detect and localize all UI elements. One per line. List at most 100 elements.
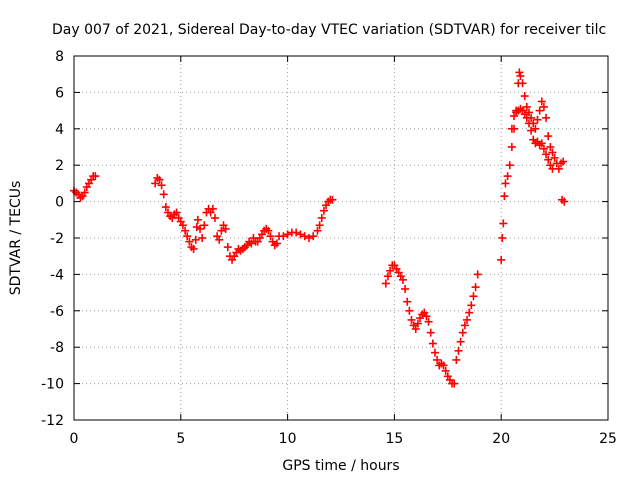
x-tick-label: 5 bbox=[176, 431, 185, 447]
data-point bbox=[383, 272, 392, 281]
y-tick-label: 6 bbox=[55, 85, 64, 101]
data-points-layer bbox=[70, 68, 569, 388]
data-point bbox=[548, 164, 557, 173]
data-point bbox=[456, 337, 465, 346]
data-point bbox=[497, 255, 506, 264]
data-point bbox=[292, 228, 301, 237]
x-tick-label: 10 bbox=[279, 431, 297, 447]
data-point bbox=[210, 213, 219, 222]
data-point bbox=[515, 68, 524, 77]
data-point bbox=[304, 234, 313, 242]
data-point bbox=[428, 339, 437, 348]
data-point bbox=[91, 172, 100, 181]
data-point bbox=[413, 319, 422, 328]
data-point bbox=[441, 366, 450, 375]
data-point bbox=[550, 153, 559, 162]
data-point bbox=[279, 232, 288, 241]
y-tick-label: -6 bbox=[50, 304, 64, 320]
data-point bbox=[196, 224, 205, 233]
data-point bbox=[317, 213, 326, 222]
data-point bbox=[189, 244, 198, 253]
data-point bbox=[193, 215, 202, 224]
data-point bbox=[548, 148, 557, 157]
data-point bbox=[272, 239, 281, 248]
x-tick-label: 0 bbox=[70, 431, 79, 447]
data-point bbox=[500, 192, 509, 201]
data-point bbox=[546, 143, 555, 151]
data-point bbox=[185, 237, 194, 246]
y-tick-label: 0 bbox=[55, 195, 64, 211]
y-axis-label: SDTVAR / TECUs bbox=[8, 181, 24, 296]
data-point bbox=[535, 106, 544, 115]
data-point bbox=[507, 143, 516, 151]
data-point bbox=[522, 113, 531, 122]
data-point bbox=[531, 124, 540, 133]
data-point bbox=[518, 79, 527, 88]
data-point bbox=[520, 92, 529, 101]
data-point bbox=[309, 232, 318, 241]
data-point bbox=[319, 206, 328, 215]
data-point bbox=[407, 315, 416, 324]
data-point bbox=[537, 139, 546, 148]
data-point bbox=[198, 234, 207, 242]
y-tick-label: -8 bbox=[50, 340, 64, 356]
axis-ticks-layer: 0 5 10 15 20 25 -12 -10 -8 -6 -4 -2 0 2 4 6 8 bbox=[41, 49, 617, 447]
data-point bbox=[463, 315, 472, 324]
data-point bbox=[191, 235, 200, 244]
data-point bbox=[454, 346, 463, 355]
data-point bbox=[539, 102, 548, 111]
data-point bbox=[430, 348, 439, 357]
data-point bbox=[527, 126, 536, 135]
data-point bbox=[507, 124, 516, 133]
y-tick-label: -10 bbox=[41, 377, 64, 393]
data-point bbox=[178, 221, 187, 230]
data-point bbox=[223, 243, 232, 252]
data-point bbox=[411, 325, 420, 333]
data-point bbox=[450, 379, 459, 388]
data-point bbox=[426, 328, 435, 337]
data-point bbox=[200, 221, 209, 230]
data-point bbox=[266, 232, 275, 241]
data-point bbox=[537, 97, 546, 106]
data-point bbox=[155, 175, 164, 184]
data-point bbox=[221, 224, 230, 233]
data-point bbox=[499, 219, 508, 228]
data-point bbox=[386, 266, 395, 275]
data-point bbox=[161, 203, 170, 212]
data-point bbox=[283, 230, 292, 239]
data-point bbox=[80, 188, 89, 197]
data-point bbox=[505, 161, 514, 170]
data-point bbox=[471, 283, 480, 292]
data-point bbox=[422, 312, 431, 321]
data-point bbox=[208, 204, 217, 213]
data-point bbox=[315, 221, 324, 230]
data-point bbox=[560, 197, 569, 206]
data-point bbox=[181, 226, 190, 235]
data-point bbox=[398, 275, 407, 284]
data-point bbox=[524, 119, 533, 128]
data-point bbox=[542, 113, 551, 122]
x-axis-label: GPS time / hours bbox=[282, 458, 399, 474]
data-point bbox=[498, 234, 507, 242]
grid-layer bbox=[74, 56, 608, 420]
data-point bbox=[151, 179, 160, 188]
data-point bbox=[247, 239, 256, 248]
x-tick-label: 15 bbox=[385, 431, 403, 447]
data-point bbox=[533, 115, 542, 124]
data-point bbox=[172, 208, 181, 217]
y-tick-label: 4 bbox=[55, 122, 64, 138]
y-tick-label: 2 bbox=[55, 158, 64, 174]
data-point bbox=[401, 284, 410, 293]
data-point bbox=[516, 72, 525, 81]
data-point bbox=[313, 226, 322, 235]
data-point bbox=[522, 102, 531, 111]
data-point bbox=[458, 328, 467, 337]
data-point bbox=[159, 190, 168, 199]
data-point bbox=[264, 226, 273, 235]
data-point bbox=[465, 308, 474, 317]
data-point bbox=[424, 317, 433, 326]
data-point bbox=[439, 361, 448, 370]
data-point bbox=[405, 306, 414, 315]
chart-title: Day 007 of 2021, Sidereal Day-to-day VTE… bbox=[52, 22, 606, 38]
